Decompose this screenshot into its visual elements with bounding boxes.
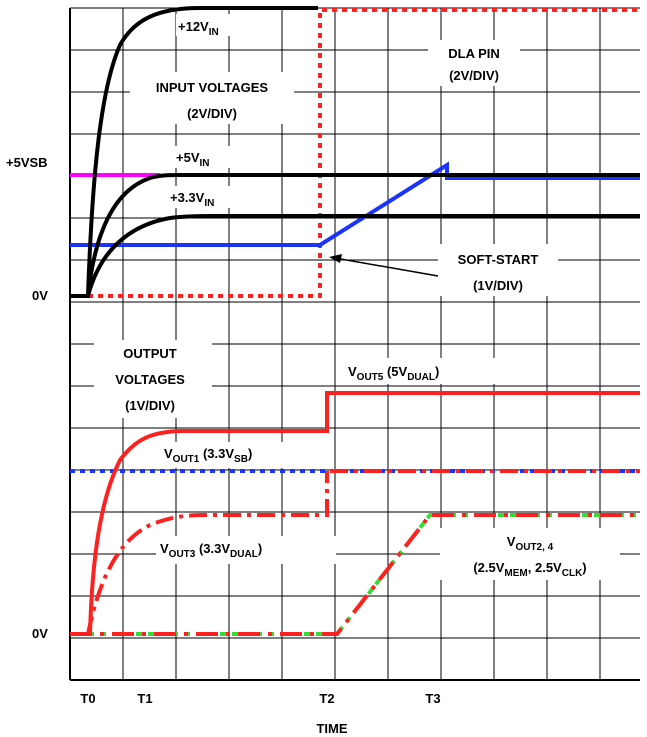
output-voltages-label: OUTPUT [123, 346, 177, 361]
output-zero-label: 0V [32, 626, 48, 641]
vout3-label: VOUT3 (3.3VDUAL) [160, 541, 262, 560]
vout1-label: VOUT1 (3.3VSB) [164, 446, 252, 465]
rail-33v-label: +3.3VIN [170, 190, 214, 209]
rail-33v-trace [86, 214, 640, 297]
rail-12v-label: +12VIN [178, 19, 219, 38]
time-axis-label: TIME [316, 721, 347, 736]
output-voltages-scale: (1V/DIV) [125, 398, 175, 413]
input-voltages-label: INPUT VOLTAGES [156, 80, 269, 95]
output-voltages-label-2: VOLTAGES [115, 372, 185, 387]
time-tick-t2: T2 [319, 691, 334, 706]
soft-start-label: SOFT-START [458, 252, 539, 267]
soft-start-arrow [329, 254, 439, 277]
time-tick-t3: T3 [425, 691, 440, 706]
soft-start-scale: (1V/DIV) [473, 278, 523, 293]
vout5-trace [70, 391, 640, 636]
dla-pin-label: DLA PIN [448, 46, 500, 61]
dla-pin-trace [88, 8, 640, 298]
soft-start-trace [70, 161, 640, 247]
rail-5v-label: +5VIN [176, 150, 210, 169]
rail-5v-trace [86, 173, 640, 297]
input-zero-label: 0V [32, 288, 48, 303]
time-axis: T0 T1 T2 T3 [80, 691, 440, 706]
vout24-red-trace [70, 513, 640, 636]
input-voltages-scale: (2V/DIV) [187, 106, 237, 121]
standby-5vsb-label: +5VSB [6, 155, 48, 170]
rail-12v-trace [70, 6, 318, 298]
time-tick-t1: T1 [137, 691, 152, 706]
vout24-sublabel: (2.5VMEM, 2.5VCLK) [473, 560, 586, 579]
vout24-label: VOUT2, 4 [507, 534, 554, 553]
vout5-label: VOUT5 (5VDUAL) [348, 364, 439, 383]
vout3-trace [86, 471, 329, 635]
dla-pin-scale: (2V/DIV) [449, 68, 499, 83]
time-tick-t0: T0 [80, 691, 95, 706]
